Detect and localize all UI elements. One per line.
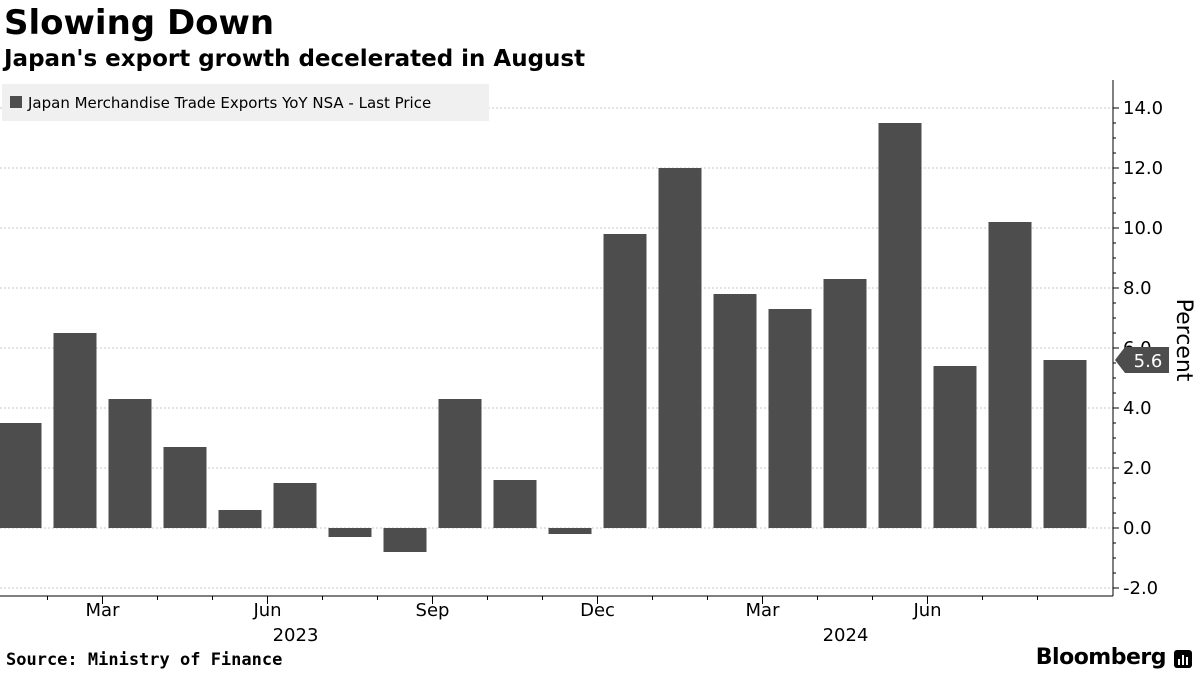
bar: Jun 2023: 1.5 — [273, 483, 317, 528]
bar: Feb 2023: 6.5 — [53, 333, 97, 528]
bar: Aug 2023: -0.8 — [383, 528, 427, 552]
y-tick-label: -2.0 — [1123, 578, 1158, 599]
x-tick-label: Mar — [86, 600, 121, 621]
bar: Aug 2024: 5.6 — [1043, 360, 1087, 528]
bar: Feb 2024: 7.8 — [713, 294, 757, 528]
x-tick-label: Jun — [252, 600, 281, 621]
y-tick-label: 4.0 — [1123, 398, 1152, 419]
y-tick-label: 10.0 — [1123, 218, 1163, 239]
bar: Jun 2024: 5.4 — [933, 366, 977, 528]
legend-label: Japan Merchandise Trade Exports YoY NSA … — [27, 94, 431, 112]
bar: May 2023: 0.6 — [218, 510, 262, 528]
legend-swatch — [10, 96, 22, 108]
bloomberg-logo: Bloomberg — [1035, 645, 1167, 670]
x-tick-label: Jun — [912, 600, 941, 621]
y-tick-label: 2.0 — [1123, 458, 1152, 479]
legend: Japan Merchandise Trade Exports YoY NSA … — [2, 84, 489, 121]
y-axis-title: Percent — [1171, 299, 1196, 382]
chart-subtitle: Japan's export growth decelerated in Aug… — [4, 46, 586, 72]
bar: Nov 2023: -0.2 — [548, 528, 592, 534]
y-tick-label: 0.0 — [1123, 518, 1152, 539]
chart-title: Slowing Down — [4, 3, 275, 43]
source-note: Source: Ministry of Finance — [6, 650, 283, 670]
bar: Mar 2024: 7.3 — [768, 309, 812, 528]
bar: Apr 2024: 8.3 — [823, 279, 867, 528]
last-value-label: 5.6 — [1134, 351, 1163, 372]
legend-background — [2, 84, 489, 121]
x-year-label: 2024 — [823, 625, 869, 646]
bloomberg-terminal-icon — [1174, 650, 1192, 668]
x-tick-label: Mar — [746, 600, 781, 621]
bar: Jan 2023: 3.5 — [0, 423, 42, 528]
bar: Jan 2024: 12 — [658, 168, 702, 528]
bar: Jul 2023: -0.3 — [328, 528, 372, 537]
y-tick-label: 14.0 — [1123, 98, 1163, 119]
bar: Sep 2023: 4.3 — [438, 399, 482, 528]
bar: Dec 2023: 9.8 — [603, 234, 647, 528]
bar: Apr 2023: 2.7 — [163, 447, 207, 528]
x-year-label: 2023 — [273, 625, 319, 646]
bars: Jan 2023: 3.5Feb 2023: 6.5Mar 2023: 4.3A… — [0, 123, 1087, 552]
bar: Oct 2023: 1.6 — [493, 480, 537, 528]
axes: 14.012.010.08.06.04.02.00.0-2.0MarJunSep… — [0, 80, 1196, 646]
x-tick-label: Sep — [416, 600, 450, 621]
bar: May 2024: 13.5 — [878, 123, 922, 528]
bar: Jul 2024: 10.2 — [988, 222, 1032, 528]
y-tick-label: 8.0 — [1123, 278, 1152, 299]
last-value-flag — [1115, 347, 1169, 373]
y-tick-label: 12.0 — [1123, 158, 1163, 179]
x-tick-label: Dec — [580, 600, 615, 621]
bar: Mar 2023: 4.3 — [108, 399, 152, 528]
